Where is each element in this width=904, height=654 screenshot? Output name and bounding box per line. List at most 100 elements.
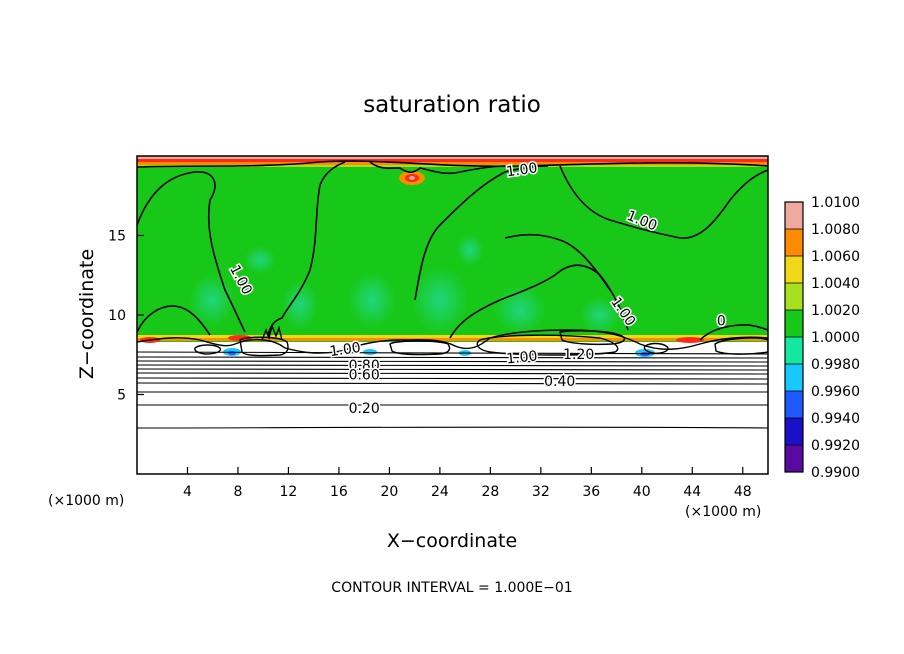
- saturation-field: [137, 156, 768, 474]
- contour-line: [137, 372, 768, 375]
- field-blob: [456, 234, 484, 266]
- x-tick-label: 24: [431, 484, 449, 500]
- x-axis-title: X−coordinate: [387, 530, 517, 552]
- contour-line: [137, 351, 768, 355]
- field-blob: [494, 286, 546, 334]
- cloud-cell-outline: [714, 337, 768, 355]
- x-tick-label: 28: [481, 484, 499, 500]
- cloud-cell-outline: [476, 334, 619, 356]
- colorbar-label: 1.0080: [811, 222, 860, 238]
- x-tick-label: 20: [380, 484, 398, 500]
- cloud-cell-outline: [239, 336, 289, 357]
- contour-label: 0.60: [349, 367, 380, 383]
- x-tick-label: 36: [582, 484, 600, 500]
- field-blob: [244, 246, 276, 274]
- x-axis: 4 8 12 16 20 24 28 32 36 40 44 48: [183, 467, 752, 500]
- x-tick-label: 8: [233, 484, 242, 500]
- colorbar-label: 0.9900: [811, 465, 860, 481]
- contour-line: [504, 233, 611, 291]
- top-edge-band: [137, 156, 768, 159]
- contour-line: [137, 171, 246, 333]
- contour-label: 1.00: [329, 340, 362, 360]
- contour-line: [137, 356, 768, 359]
- contour-label: 1.00: [505, 160, 538, 180]
- cloud-cell-outline: [643, 342, 669, 354]
- colorbar-swatch: [785, 283, 803, 310]
- colorbar-label: 0.9980: [811, 357, 860, 373]
- contour-lines: [137, 160, 768, 429]
- field-blob: [412, 266, 468, 334]
- colorbar-swatch: [785, 229, 803, 256]
- contour-line: [267, 161, 346, 337]
- warm-spot: [228, 335, 252, 341]
- x-tick-label: 32: [532, 484, 550, 500]
- field-blob: [190, 274, 234, 326]
- chart-title: saturation ratio: [363, 92, 541, 118]
- colorbar-swatch: [785, 256, 803, 283]
- colorbar-label: 1.0040: [811, 276, 860, 292]
- warm-spot: [676, 337, 704, 343]
- cloud-cell-outline: [559, 330, 626, 346]
- contour-label: 1.20: [563, 347, 594, 363]
- contour-line: [369, 161, 506, 175]
- cloud-edge-line: [137, 329, 768, 354]
- colorbar-label: 0.9940: [811, 411, 860, 427]
- x-tick-label: 40: [633, 484, 651, 500]
- y-tick-label: 5: [117, 388, 126, 404]
- y-tick-label: 10: [108, 308, 126, 324]
- x-tick-label: 12: [280, 484, 298, 500]
- top-edge-band: [137, 162, 768, 165]
- contour-line: [137, 368, 768, 371]
- colorbar-label: 1.0100: [811, 195, 860, 211]
- dry-spot: [363, 349, 377, 355]
- contour-label: 0.40: [544, 374, 575, 390]
- contour-line: [137, 305, 211, 336]
- contour-line: [137, 364, 768, 367]
- contour-label: 0.20: [349, 401, 380, 417]
- contour-line: [414, 165, 549, 301]
- field-blob: [580, 297, 620, 333]
- field-blob: [282, 281, 318, 329]
- colorbar-swatch: [785, 310, 803, 337]
- contour-interval-note: CONTOUR INTERVAL = 1.000E−01: [331, 580, 572, 596]
- colorbar-swatch: [785, 391, 803, 418]
- x-tick-label: 44: [683, 484, 701, 500]
- contour-line: [559, 165, 768, 239]
- y-tick-label: 15: [108, 229, 126, 245]
- contour-line: [699, 324, 768, 341]
- cloud-cell-outline: [389, 340, 451, 356]
- cloud-base-band: [137, 338, 768, 341]
- contour-line: [137, 382, 768, 385]
- colorbar-label: 0.9960: [811, 384, 860, 400]
- warm-spot: [409, 176, 415, 180]
- y-axis: 5 10 15: [108, 229, 144, 404]
- colorbar-swatch: [785, 445, 803, 472]
- colorbar-swatch: [785, 202, 803, 229]
- dry-spot: [228, 351, 236, 355]
- wiggle-line: [261, 323, 283, 341]
- x-tick-label: 16: [330, 484, 348, 500]
- colorbar: 0.9900 0.9920 0.9940 0.9960 0.9980 1.0000 1.00…: [784, 195, 860, 481]
- colorbar-label: 1.0000: [811, 330, 860, 346]
- top-edge-band: [137, 159, 768, 162]
- x-tick-label: 4: [183, 484, 192, 500]
- colorbar-label: 1.0060: [811, 249, 860, 265]
- z-axis-unit: (×1000 m): [48, 493, 124, 509]
- colorbar-swatch: [785, 418, 803, 445]
- contour-label: 1.00: [506, 348, 539, 367]
- contour-label: 0: [717, 313, 726, 329]
- contour-line: [137, 160, 768, 168]
- contour-label: 0.80: [349, 358, 380, 374]
- colorbar-swatch: [785, 337, 803, 364]
- contour-line: [137, 360, 768, 363]
- contour-line: [137, 391, 768, 393]
- colorbar-label: 0.9920: [811, 438, 860, 454]
- colorbar-swatch: [785, 364, 803, 391]
- y-axis-title: Z−coordinate: [76, 249, 98, 379]
- x-tick-label: 48: [734, 484, 752, 500]
- x-axis-unit: (×1000 m): [685, 504, 761, 520]
- contour-line: [137, 426, 768, 429]
- contour-line: [137, 404, 768, 406]
- field-blob: [348, 272, 396, 328]
